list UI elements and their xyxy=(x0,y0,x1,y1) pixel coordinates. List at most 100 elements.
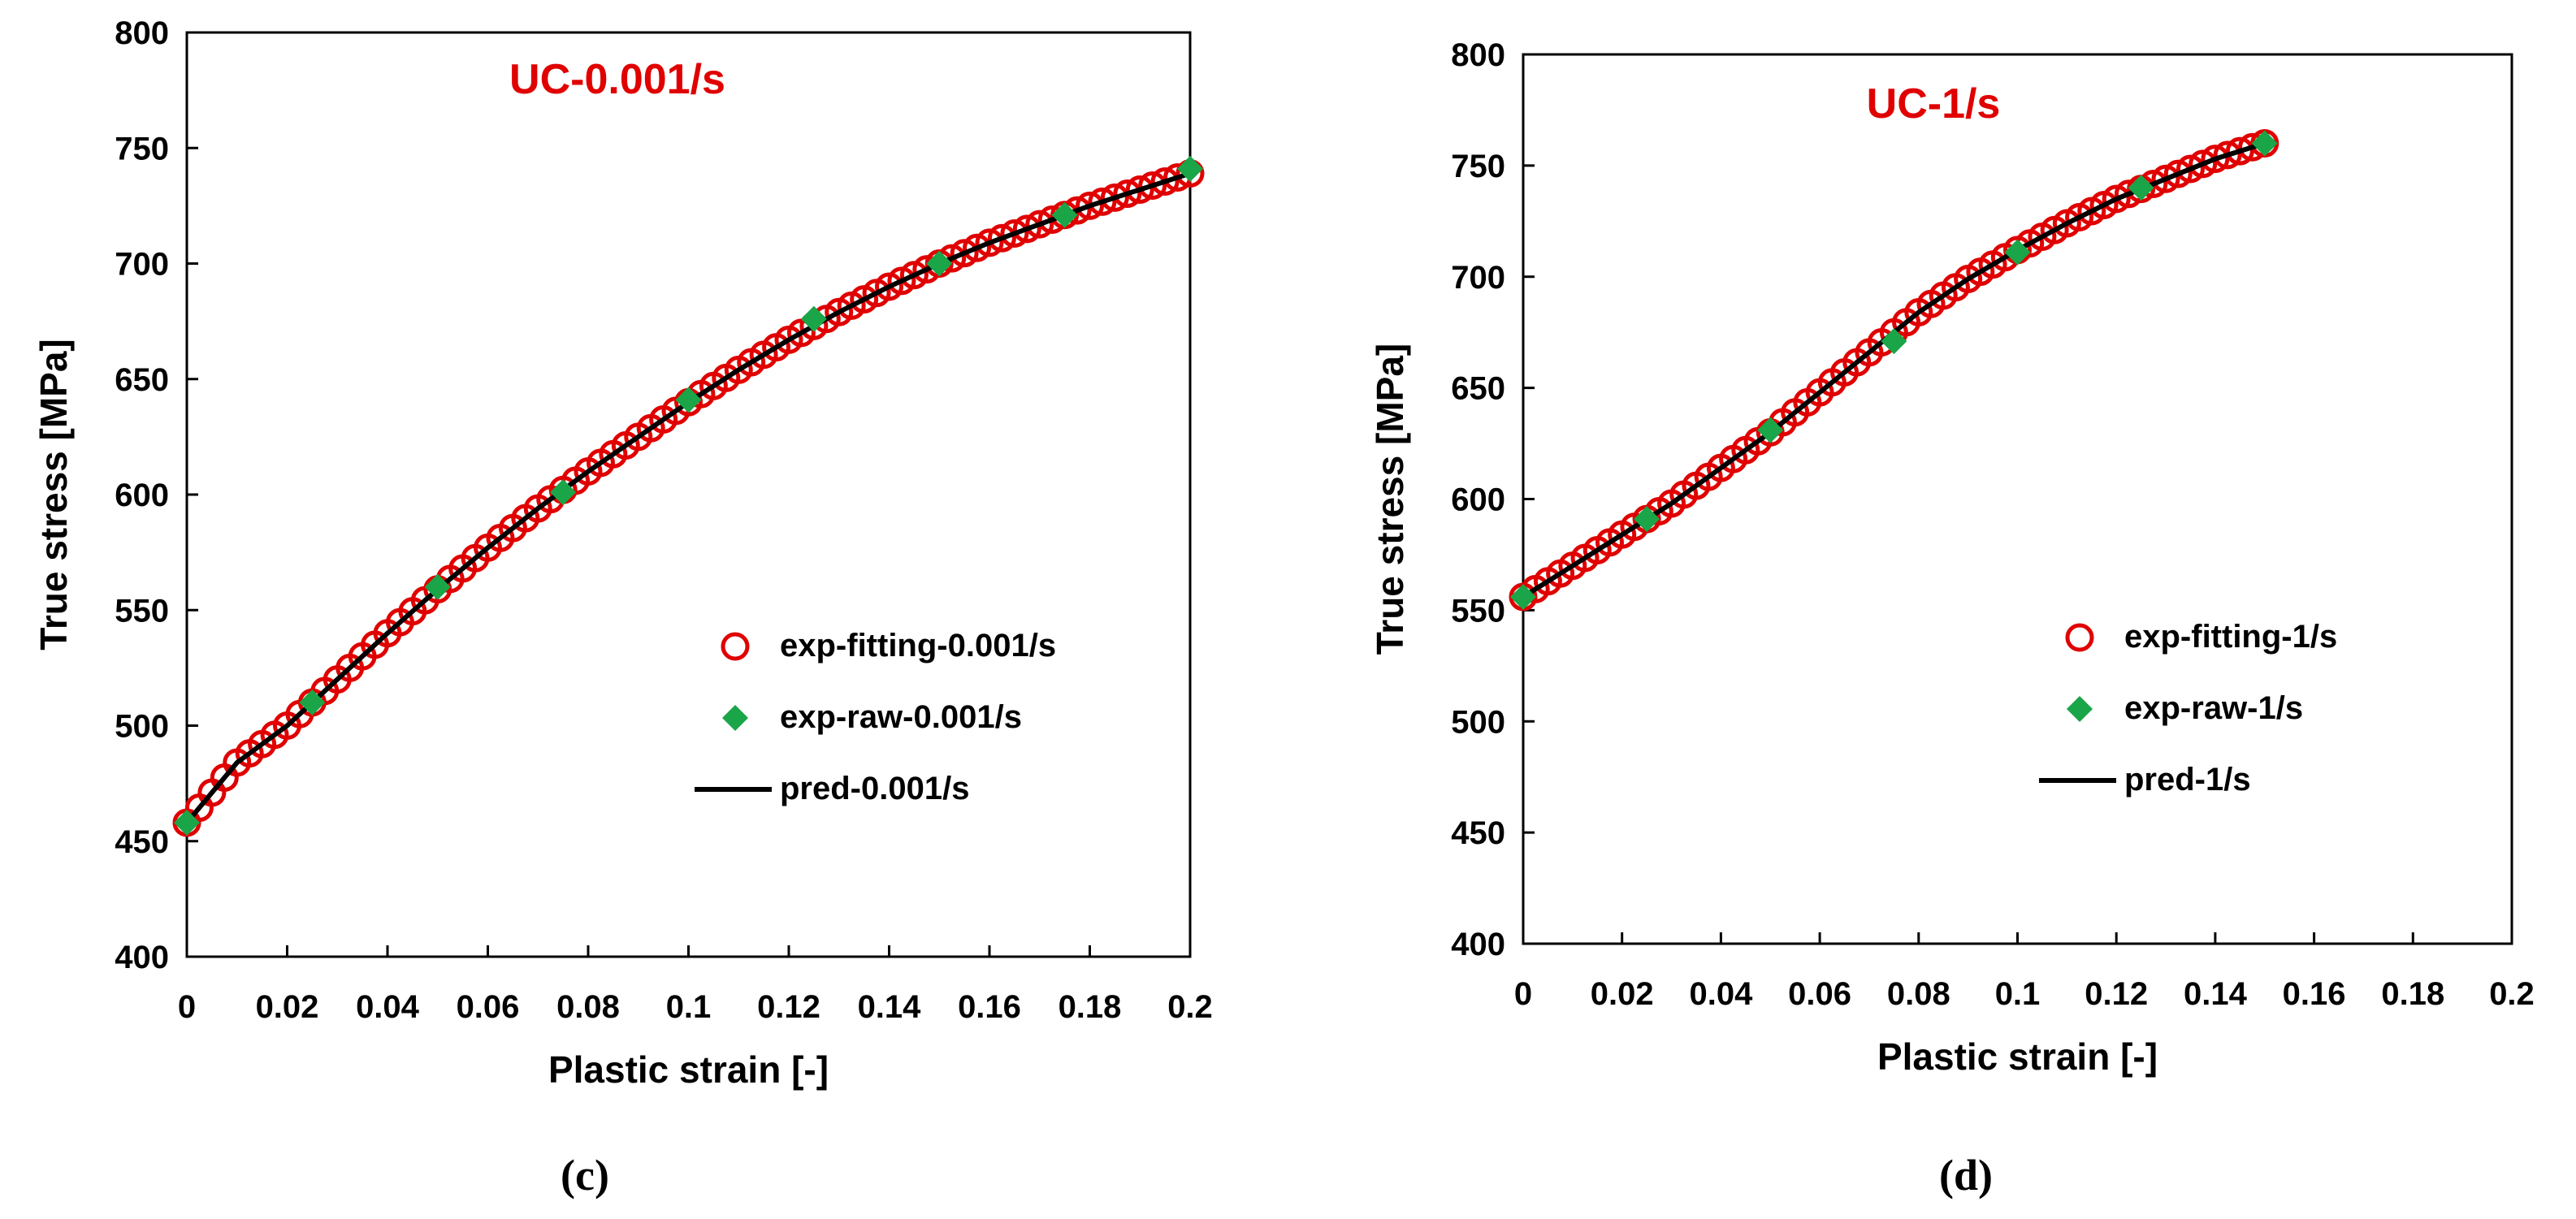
y-tick-label: 400 xyxy=(115,940,169,975)
y-tick-label: 550 xyxy=(115,593,169,629)
y-tick-label: 600 xyxy=(1451,482,1505,518)
fitting-marker xyxy=(2151,164,2180,193)
legend: exp-fitting-1/s exp-raw-1/s pred-1/s xyxy=(2039,619,2337,798)
prediction-line xyxy=(184,171,1191,824)
prediction-line xyxy=(1522,140,2266,599)
fitting-marker xyxy=(2163,159,2193,188)
y-tick-label: 750 xyxy=(1451,149,1505,184)
fitting-marker xyxy=(1076,191,1104,220)
legend-fitting-label: exp-fitting-0.001/s xyxy=(780,628,1056,664)
raw-marker xyxy=(2251,130,2278,157)
x-tick-label: 0.02 xyxy=(1591,976,1654,1012)
x-tick-label: 0.12 xyxy=(2085,976,2148,1012)
chart-panel-d: 0 0.02 0.04 0.06 0.08 0.1 0.12 0.14 0.16 0.18 0.2 4… xyxy=(1369,37,2535,1200)
y-tick-label: 750 xyxy=(115,131,169,166)
chart-panel-c: 0 0.02 0.04 0.06 0.08 0.1 0.12 0.14 0.16 0.18 0.2 4… xyxy=(32,15,1213,1200)
x-tick-label: 0.18 xyxy=(1059,989,1122,1025)
plot-frame xyxy=(185,31,1192,958)
raw-marker xyxy=(1757,417,1784,443)
x-tick-label: 0.06 xyxy=(457,989,520,1025)
x-tick-label: 0.14 xyxy=(2184,976,2248,1012)
y-tick-label: 600 xyxy=(115,478,169,513)
x-tick-label: 0.04 xyxy=(356,989,420,1025)
fitting-marker xyxy=(1012,214,1041,244)
x-tick-label: 0.2 xyxy=(1167,989,1213,1025)
raw-marker xyxy=(1177,155,1203,182)
raw-marker xyxy=(1881,328,1907,355)
legend-pred-label: pred-1/s xyxy=(2124,762,2251,798)
y-tick-label: 700 xyxy=(115,247,169,283)
x-tick-label: 0.1 xyxy=(1995,976,2041,1012)
fitting-marker xyxy=(963,233,992,262)
x-tick-label: 0.08 xyxy=(1887,976,1950,1012)
legend-raw-label: exp-raw-0.001/s xyxy=(780,699,1022,735)
raw-marker xyxy=(675,387,702,413)
chart-title: UC-1/s xyxy=(1867,80,2001,128)
fitting-marker xyxy=(2213,140,2242,170)
fitting-marker xyxy=(950,239,979,268)
x-tick-label: 0.18 xyxy=(2381,976,2444,1012)
y-tick-label: 800 xyxy=(115,15,169,51)
raw-marker xyxy=(2004,239,2031,266)
y-axis-title: True stress [MPa] xyxy=(1369,344,1411,655)
legend-fitting-label: exp-fitting-1/s xyxy=(2124,619,2337,655)
y-tick-label: 650 xyxy=(115,362,169,398)
y-tick-label: 800 xyxy=(1451,37,1505,73)
y-tick-label: 450 xyxy=(1451,815,1505,851)
legend-fitting-marker xyxy=(721,632,750,661)
x-axis-title: Plastic strain [-] xyxy=(548,1048,829,1091)
fitting-marker xyxy=(2102,184,2131,214)
y-tick-label: 550 xyxy=(1451,593,1505,629)
fitting-marker xyxy=(1138,171,1167,200)
x-tick-label: 0.04 xyxy=(1689,976,1753,1012)
legend-pred-label: pred-0.001/s xyxy=(780,771,969,806)
raw-marker xyxy=(424,573,451,600)
x-tick-label: 0.08 xyxy=(556,989,620,1025)
x-tick-label: 0 xyxy=(178,989,196,1025)
y-tick-label: 450 xyxy=(115,824,169,860)
x-tick-label: 0.1 xyxy=(666,989,712,1025)
x-tick-label: 0.16 xyxy=(2283,976,2346,1012)
x-tick-label: 0.16 xyxy=(958,989,1021,1025)
x-tick-label: 0.12 xyxy=(757,989,820,1025)
raw-marker xyxy=(926,250,953,277)
fitting-marker xyxy=(1113,179,1142,208)
y-tick-label: 500 xyxy=(1451,704,1505,740)
legend-fitting-marker xyxy=(2065,623,2094,652)
legend-raw-marker xyxy=(2067,696,2093,722)
raw-marker xyxy=(2128,175,2154,201)
panel-label: (d) xyxy=(1939,1151,1993,1200)
panel-label: (c) xyxy=(561,1151,609,1200)
y-tick-label: 700 xyxy=(1451,260,1505,296)
raw-marker xyxy=(299,689,326,716)
fitting-marker xyxy=(1100,183,1129,212)
fitting-marker xyxy=(2225,136,2254,166)
fitting-marker xyxy=(2176,154,2205,184)
x-tick-label: 0.02 xyxy=(256,989,319,1025)
x-tick-label: 0 xyxy=(1514,976,1532,1012)
raw-marker xyxy=(550,479,577,506)
legend-raw-marker xyxy=(722,705,748,731)
y-tick-label: 500 xyxy=(115,709,169,745)
fitting-marker xyxy=(1088,187,1117,216)
legend-raw-label: exp-raw-1/s xyxy=(2124,690,2303,726)
fitting-marker xyxy=(1000,219,1029,249)
y-tick-label: 400 xyxy=(1451,927,1505,962)
y-tick-label: 650 xyxy=(1451,371,1505,407)
x-tick-label: 0.14 xyxy=(858,989,922,1025)
x-axis-title: Plastic strain [-] xyxy=(1877,1035,2158,1078)
fitting-marker xyxy=(1025,210,1054,239)
x-tick-label: 0.06 xyxy=(1788,976,1851,1012)
raw-marker xyxy=(1051,201,1078,228)
raw-marker xyxy=(1634,506,1660,533)
raw-marker xyxy=(174,809,200,836)
raw-marker xyxy=(1510,583,1536,610)
legend: exp-fitting-0.001/s exp-raw-0.001/s pred-0… xyxy=(695,628,1056,806)
x-tick-label: 0.2 xyxy=(2489,976,2535,1012)
fitting-marker xyxy=(1150,167,1180,197)
y-axis-title: True stress [MPa] xyxy=(32,339,75,650)
fitting-marker xyxy=(987,223,1016,253)
fitting-marker xyxy=(2189,149,2218,179)
fitting-marker xyxy=(975,228,1004,257)
